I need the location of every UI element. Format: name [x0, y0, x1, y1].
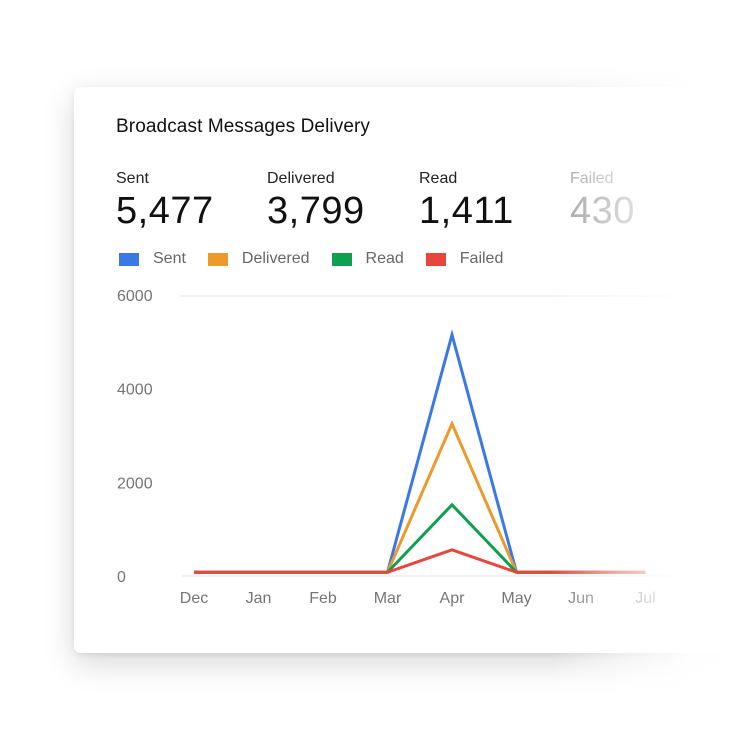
card-title: Broadcast Messages Delivery [116, 116, 371, 137]
legend-label-read: Read [365, 250, 404, 267]
y-tick-label-4000: 4000 [117, 382, 153, 399]
legend-label-failed: Failed [459, 250, 504, 267]
y-tick-label-0: 0 [117, 569, 126, 586]
x-tick-label-jun: Jun [568, 590, 594, 607]
stat-delivered-label: Delivered [267, 170, 335, 187]
legend-item-delivered[interactable]: Delivered [207, 250, 310, 268]
x-tick-label-feb: Feb [309, 590, 337, 607]
x-tick-label-mar: Mar [374, 590, 402, 607]
stat-sent: Sent 5,477 [116, 170, 214, 233]
legend-swatch-read [331, 252, 352, 266]
chart-legend: Sent Delivered Read Failed [119, 250, 525, 268]
legend-label-delivered: Delivered [241, 250, 310, 267]
x-tick-label-dec: Dec [180, 590, 208, 607]
legend-swatch-sent [119, 252, 139, 266]
legend-swatch-delivered [207, 252, 228, 266]
stat-sent-value: 5,477 [116, 190, 214, 232]
stat-delivered-value: 3,799 [267, 190, 365, 232]
legend-label-sent: Sent [153, 250, 186, 267]
series-line-delivered [194, 420, 646, 574]
legend-swatch-failed [425, 252, 446, 266]
legend-item-read[interactable]: Read [331, 250, 404, 268]
y-tick-label-2000: 2000 [117, 475, 153, 492]
x-tick-label-may: May [501, 590, 531, 607]
x-tick-label-jan: Jan [246, 590, 272, 607]
y-tick-label-6000: 6000 [117, 288, 153, 305]
legend-item-sent[interactable]: Sent [119, 250, 186, 268]
stat-delivered: Delivered 3,799 [267, 170, 365, 233]
stat-read-label: Read [419, 170, 458, 187]
legend-item-failed[interactable]: Failed [425, 250, 504, 268]
stat-read: Read 1,411 [419, 170, 514, 233]
x-tick-label-apr: Apr [440, 590, 466, 607]
series-line-failed [194, 548, 646, 574]
stat-sent-label: Sent [116, 170, 149, 187]
x-tick-label-jul: Jul [635, 590, 655, 607]
stat-read-value: 1,411 [419, 190, 514, 232]
